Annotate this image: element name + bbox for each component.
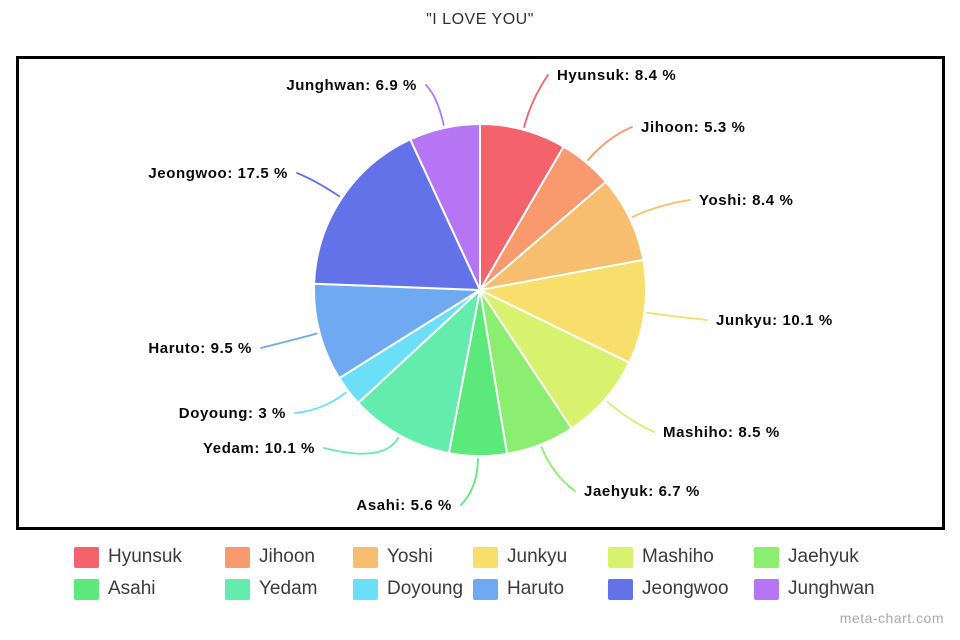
legend-swatch-mashiho — [608, 546, 633, 568]
legend-label-asahi: Asahi — [108, 578, 156, 599]
pie-slice-yedam — [357, 289, 481, 455]
slice-label-haruto: Haruto: 9.5 % — [148, 340, 252, 357]
leader-line-yoshi — [631, 199, 691, 218]
leader-line-jihoon — [587, 126, 633, 161]
pie-slice-yoshi — [479, 180, 645, 291]
chart-legend: Hyunsuk Jihoon Yoshi Junkyu Mashiho Jaehyuk As… — [0, 546, 960, 600]
pie-slice-jeongwoo — [313, 138, 481, 291]
legend-swatch-doyoung — [353, 578, 378, 600]
legend-label-mashiho: Mashiho — [642, 546, 714, 567]
legend-item-doyoung: Doyoung — [353, 578, 473, 600]
legend-label-doyoung: Doyoung — [387, 578, 464, 599]
leader-line-mashiho — [606, 400, 655, 433]
legend-swatch-jihoon — [225, 546, 250, 568]
leader-line-junkyu — [646, 311, 708, 321]
legend-label-jaehyuk: Jaehyuk — [788, 546, 859, 567]
slice-label-jaehyuk: Jaehyuk: 6.7 % — [584, 483, 700, 500]
legend-label-yedam: Yedam — [259, 578, 318, 599]
leader-line-asahi — [460, 458, 479, 506]
legend-label-junghwan: Junghwan — [788, 578, 875, 599]
legend-item-mashiho: Mashiho — [608, 546, 754, 568]
legend-label-jeongwoo: Jeongwoo — [642, 578, 729, 599]
pie-slice-hyunsuk — [479, 123, 565, 291]
legend-swatch-haruto — [473, 578, 498, 600]
legend-swatch-junghwan — [754, 578, 779, 600]
pie-slice-junghwan — [409, 123, 481, 291]
legend-item-junghwan: Junghwan — [754, 578, 960, 600]
legend-label-junkyu: Junkyu — [507, 546, 568, 567]
legend-swatch-jaehyuk — [754, 546, 779, 568]
legend-label-haruto: Haruto — [507, 578, 565, 599]
legend-item-jaehyuk: Jaehyuk — [754, 546, 960, 568]
legend-item-jeongwoo: Jeongwoo — [608, 578, 754, 600]
legend-item-hyunsuk: Hyunsuk — [74, 546, 225, 568]
watermark: meta-chart.com — [839, 610, 944, 626]
leader-line-haruto — [260, 332, 318, 349]
pie-slice-mashiho — [479, 289, 631, 430]
legend-label-yoshi: Yoshi — [387, 546, 433, 567]
leader-line-jeongwoo — [296, 172, 341, 198]
legend-item-junkyu: Junkyu — [473, 546, 608, 568]
slice-label-asahi: Asahi: 5.6 % — [356, 497, 452, 514]
pie-slice-haruto — [313, 282, 481, 380]
slice-label-jihoon: Jihoon: 5.3 % — [641, 119, 745, 136]
leader-line-jaehyuk — [540, 446, 576, 492]
chart-title: "I LOVE YOU" — [426, 11, 534, 28]
slice-label-jeongwoo: Jeongwoo: 17.5 % — [148, 165, 288, 182]
legend-item-haruto: Haruto — [473, 578, 608, 600]
legend-swatch-asahi — [74, 578, 99, 600]
leader-line-doyoung — [294, 391, 347, 414]
pie-slice-junkyu — [479, 258, 648, 364]
slice-label-mashiho: Mashiho: 8.5 % — [663, 424, 780, 441]
legend-item-jihoon: Jihoon — [225, 546, 353, 568]
slice-label-doyoung: Doyoung: 3 % — [179, 405, 286, 422]
legend-swatch-hyunsuk — [74, 546, 99, 568]
slice-label-hyunsuk: Hyunsuk: 8.4 % — [557, 67, 676, 84]
slice-label-yedam: Yedam: 10.1 % — [203, 440, 315, 457]
legend-swatch-yedam — [225, 578, 250, 600]
legend-item-yedam: Yedam — [225, 578, 353, 600]
legend-swatch-yoshi — [353, 546, 378, 568]
legend-item-asahi: Asahi — [74, 578, 225, 600]
legend-item-yoshi: Yoshi — [353, 546, 473, 568]
slice-label-junkyu: Junkyu: 10.1 % — [716, 312, 833, 329]
legend-label-hyunsuk: Hyunsuk — [108, 546, 182, 567]
legend-swatch-junkyu — [473, 546, 498, 568]
leader-line-yedam — [323, 436, 399, 455]
leader-line-junghwan — [425, 84, 445, 126]
legend-label-jihoon: Jihoon — [259, 546, 315, 567]
legend-swatch-jeongwoo — [608, 578, 633, 600]
leader-line-hyunsuk — [523, 74, 549, 128]
slice-label-junghwan: Junghwan: 6.9 % — [286, 77, 417, 94]
slice-label-yoshi: Yoshi: 8.4 % — [699, 192, 793, 209]
